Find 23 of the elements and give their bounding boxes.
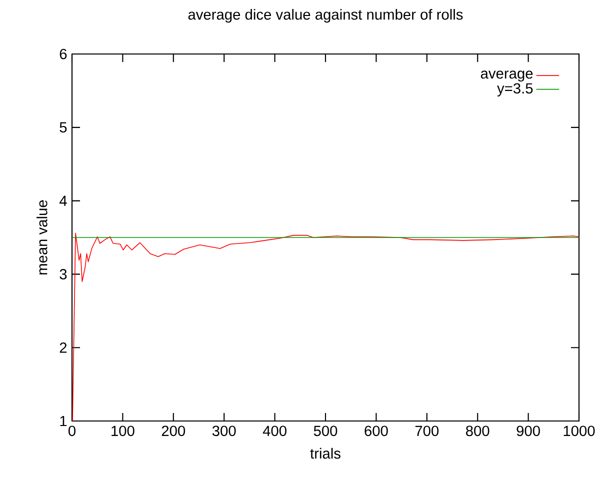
y-tick-label: 1 bbox=[60, 416, 67, 426]
x-tick-label: 300 bbox=[212, 426, 236, 436]
x-tick-label: 600 bbox=[364, 426, 388, 436]
x-tick-label: 100 bbox=[112, 426, 134, 436]
x-tick-label: 500 bbox=[314, 426, 338, 436]
x-tick-label: 0 bbox=[68, 426, 76, 436]
legend-label: y=3.5 bbox=[497, 83, 533, 96]
x-tick-label: 1000 bbox=[564, 426, 595, 436]
x-tick-label: 400 bbox=[262, 426, 286, 436]
x-tick-label: 800 bbox=[466, 426, 490, 436]
line-series bbox=[72, 232, 579, 421]
y-axis-title: mean value bbox=[36, 200, 48, 274]
y-tick-label: 6 bbox=[60, 48, 67, 60]
y-tick-label: 4 bbox=[59, 196, 67, 206]
x-tick-label: 900 bbox=[516, 426, 540, 436]
chart-title: average dice value against number of rolls bbox=[188, 8, 463, 23]
y-tick-label: 5 bbox=[60, 122, 67, 133]
legend-label: average bbox=[480, 70, 533, 82]
x-tick-label: 200 bbox=[162, 426, 186, 436]
x-axis-title: trials bbox=[310, 448, 340, 459]
y-tick-label: 3 bbox=[60, 269, 67, 280]
y-tick-label: 2 bbox=[60, 342, 67, 353]
x-tick-label: 700 bbox=[415, 426, 439, 436]
